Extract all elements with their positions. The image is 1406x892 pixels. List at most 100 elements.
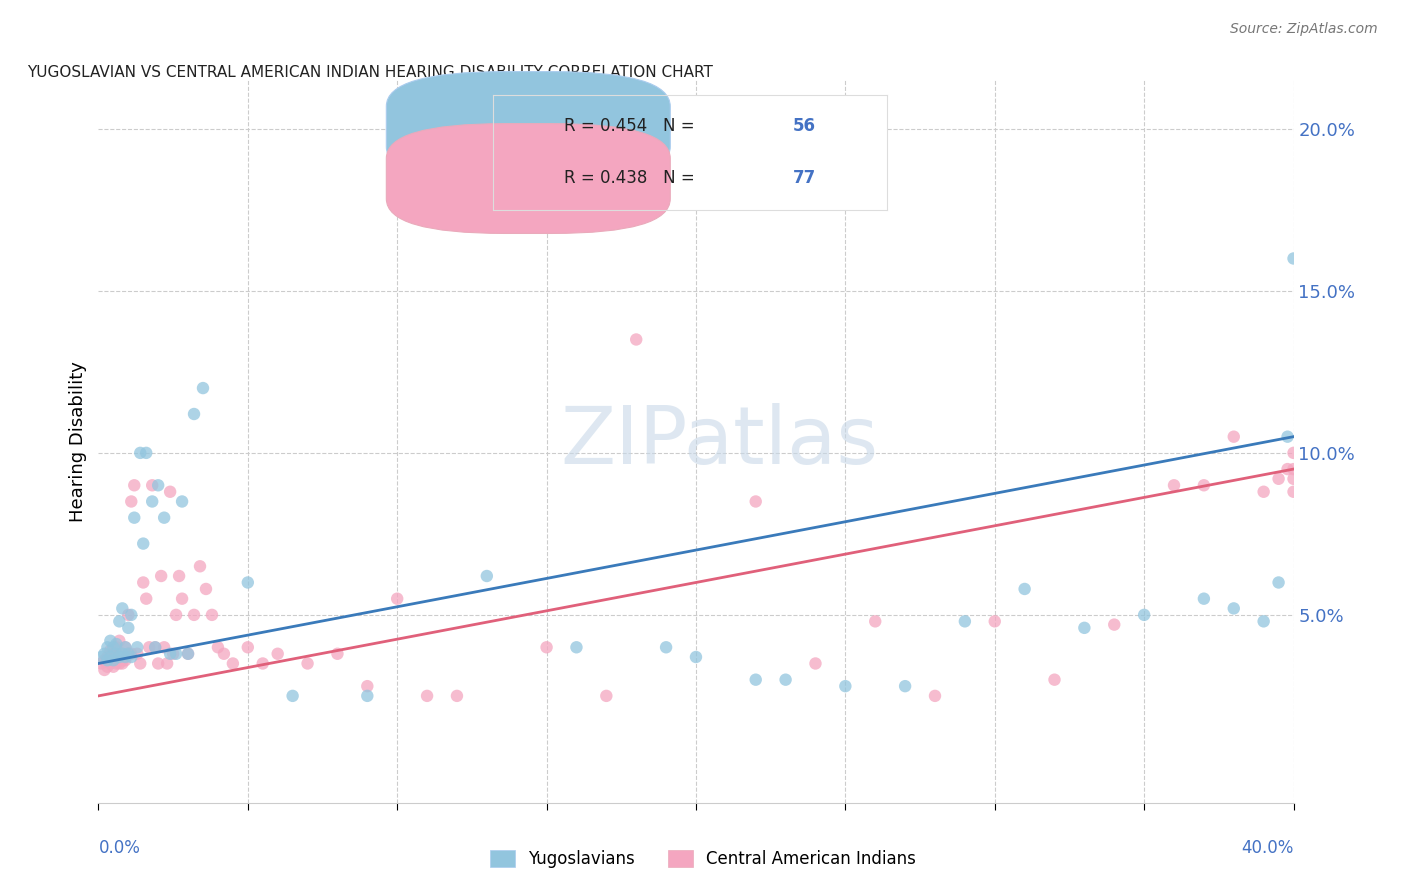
Point bbox=[1133, 607, 1156, 622]
Point bbox=[148, 478, 170, 492]
Point bbox=[90, 650, 112, 665]
Point bbox=[236, 575, 259, 590]
Point bbox=[191, 381, 214, 395]
Point bbox=[984, 615, 1007, 629]
Point bbox=[865, 615, 887, 629]
Point bbox=[135, 591, 157, 606]
Legend: Yugoslavians, Central American Indians: Yugoslavians, Central American Indians bbox=[484, 843, 922, 875]
Point bbox=[188, 559, 211, 574]
Point bbox=[1073, 621, 1095, 635]
Point bbox=[114, 650, 136, 665]
Point bbox=[103, 640, 125, 655]
Point bbox=[1253, 484, 1275, 499]
Point bbox=[183, 407, 205, 421]
Point bbox=[475, 569, 498, 583]
Text: ZIPatlas: ZIPatlas bbox=[561, 402, 879, 481]
Point bbox=[536, 640, 558, 655]
Point bbox=[117, 647, 139, 661]
Point bbox=[177, 647, 200, 661]
Point bbox=[446, 689, 468, 703]
Point bbox=[222, 657, 245, 671]
Point bbox=[98, 643, 122, 657]
Point bbox=[1253, 615, 1275, 629]
Point bbox=[120, 650, 142, 665]
Point bbox=[105, 637, 128, 651]
Point bbox=[127, 640, 149, 655]
Point bbox=[105, 647, 128, 661]
Point bbox=[117, 647, 139, 661]
Point bbox=[108, 657, 131, 671]
Point bbox=[252, 657, 274, 671]
Point bbox=[111, 647, 134, 661]
Point bbox=[281, 689, 304, 703]
Point bbox=[356, 689, 378, 703]
Point bbox=[1192, 478, 1215, 492]
Point bbox=[804, 657, 827, 671]
Point bbox=[114, 640, 136, 655]
Point bbox=[93, 653, 115, 667]
Point bbox=[108, 633, 131, 648]
Point bbox=[117, 607, 139, 622]
Point bbox=[655, 640, 678, 655]
Point bbox=[745, 673, 768, 687]
Point bbox=[1014, 582, 1036, 596]
Text: YUGOSLAVIAN VS CENTRAL AMERICAN INDIAN HEARING DISABILITY CORRELATION CHART: YUGOSLAVIAN VS CENTRAL AMERICAN INDIAN H… bbox=[27, 65, 713, 80]
Point bbox=[595, 689, 617, 703]
Point bbox=[96, 653, 118, 667]
Point bbox=[953, 615, 976, 629]
Point bbox=[93, 647, 115, 661]
Point bbox=[1043, 673, 1066, 687]
Point bbox=[297, 657, 319, 671]
Point bbox=[129, 657, 152, 671]
Text: 40.0%: 40.0% bbox=[1241, 839, 1294, 857]
Point bbox=[1282, 484, 1305, 499]
Point bbox=[416, 689, 439, 703]
Point bbox=[111, 653, 134, 667]
Point bbox=[685, 650, 707, 665]
Point bbox=[108, 650, 131, 665]
Point bbox=[236, 640, 259, 655]
Point bbox=[1282, 252, 1305, 266]
Point bbox=[356, 679, 378, 693]
Point bbox=[385, 591, 409, 606]
Point bbox=[1267, 575, 1289, 590]
Point bbox=[195, 582, 218, 596]
Point bbox=[129, 446, 152, 460]
Point bbox=[183, 607, 205, 622]
Text: 0.0%: 0.0% bbox=[98, 839, 141, 857]
Y-axis label: Hearing Disability: Hearing Disability bbox=[69, 361, 87, 522]
Point bbox=[114, 640, 136, 655]
Point bbox=[626, 333, 648, 347]
Point bbox=[1104, 617, 1126, 632]
Point bbox=[135, 446, 157, 460]
Point bbox=[1223, 430, 1246, 444]
Point bbox=[177, 647, 200, 661]
Point bbox=[141, 478, 163, 492]
Point bbox=[1277, 462, 1299, 476]
Point bbox=[201, 607, 224, 622]
Point bbox=[326, 647, 349, 661]
Point bbox=[212, 647, 235, 661]
Point bbox=[1282, 472, 1305, 486]
Point bbox=[143, 640, 166, 655]
Point bbox=[98, 657, 122, 671]
Point bbox=[111, 601, 134, 615]
Point bbox=[162, 647, 184, 661]
Point bbox=[1163, 478, 1185, 492]
Point bbox=[138, 640, 160, 655]
Point bbox=[111, 657, 134, 671]
Point bbox=[141, 494, 163, 508]
Point bbox=[96, 640, 118, 655]
Point bbox=[159, 647, 181, 661]
Point bbox=[103, 653, 125, 667]
Point bbox=[159, 484, 181, 499]
Point bbox=[108, 615, 131, 629]
Point bbox=[148, 657, 170, 671]
Point bbox=[1192, 591, 1215, 606]
Point bbox=[153, 640, 176, 655]
Point bbox=[1267, 472, 1289, 486]
Point bbox=[172, 494, 194, 508]
Point bbox=[96, 650, 118, 665]
Point bbox=[98, 633, 122, 648]
Point bbox=[120, 494, 142, 508]
